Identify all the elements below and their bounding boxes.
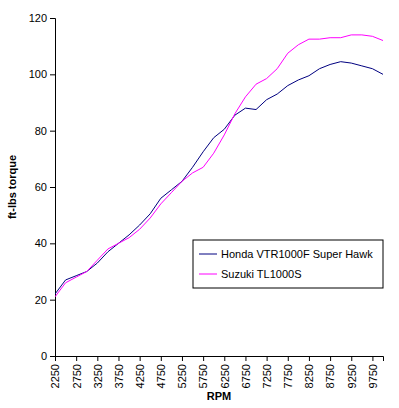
tick-mark xyxy=(50,300,55,301)
tick-label: 20 xyxy=(35,294,47,306)
tick-mark xyxy=(351,356,352,361)
tick-mark xyxy=(76,356,77,361)
tick-mark xyxy=(50,131,55,132)
tick-mark xyxy=(50,187,55,188)
tick-mark xyxy=(245,356,246,361)
tick-label: 7750 xyxy=(282,364,294,388)
tick-mark xyxy=(50,356,55,357)
tick-label: 9250 xyxy=(346,364,358,388)
x-axis-title: RPM xyxy=(207,390,231,402)
tick-label: 100 xyxy=(29,68,47,80)
legend-swatch xyxy=(199,274,217,275)
axis-line xyxy=(50,19,56,357)
tick: 3250 xyxy=(92,356,104,388)
tick-mark xyxy=(330,356,331,361)
tick-label: 8750 xyxy=(324,364,336,388)
plot-area xyxy=(55,35,383,297)
tick-mark xyxy=(267,356,268,361)
tick-label: 5750 xyxy=(197,364,209,388)
tick: 0 xyxy=(41,350,55,362)
tick: 80 xyxy=(35,125,55,137)
tick: 2750 xyxy=(71,356,83,388)
legend-box xyxy=(193,240,383,288)
tick-label: 6250 xyxy=(219,364,231,388)
tick-mark xyxy=(50,18,55,19)
tick-label: 40 xyxy=(35,237,47,249)
tick: 7250 xyxy=(261,356,273,388)
tick-mark xyxy=(224,356,225,361)
legend: Honda VTR1000F Super Hawk Suzuki TL1000S xyxy=(193,240,383,288)
tick-mark xyxy=(288,356,289,361)
tick: 5250 xyxy=(176,356,188,388)
tick: 60 xyxy=(35,181,55,193)
legend-label: Honda VTR1000F Super Hawk xyxy=(221,248,373,260)
tick: 40 xyxy=(35,237,55,249)
tick: 20 xyxy=(35,294,55,306)
tick: 3750 xyxy=(113,356,125,388)
tick: 4750 xyxy=(155,356,167,388)
tick-mark xyxy=(118,356,119,361)
tick: 7750 xyxy=(282,356,294,388)
tick-label: 0 xyxy=(41,350,47,362)
axis-line xyxy=(56,357,384,362)
tick-mark xyxy=(50,243,55,244)
tick: 8750 xyxy=(324,356,336,388)
tick-mark xyxy=(161,356,162,361)
tick: 8250 xyxy=(303,356,315,388)
tick-label: 120 xyxy=(29,12,47,24)
tick-label: 5250 xyxy=(176,364,188,388)
tick: 120 xyxy=(29,12,55,24)
tick-mark xyxy=(55,356,56,361)
tick-mark xyxy=(140,356,141,361)
tick-label: 8250 xyxy=(303,364,315,388)
legend-label: Suzuki TL1000S xyxy=(221,268,302,280)
tick: 100 xyxy=(29,68,55,80)
tick-label: 2750 xyxy=(71,364,83,388)
y-axis: 0 20 40 60 80 100 120 xyxy=(29,12,56,362)
tick: 4250 xyxy=(134,356,146,388)
series-line xyxy=(55,62,383,294)
y-axis-title: ft-lbs torque xyxy=(6,155,18,219)
tick-label: 9750 xyxy=(367,364,379,388)
tick: 6750 xyxy=(240,356,252,388)
tick-mark xyxy=(372,356,373,361)
tick-mark xyxy=(309,356,310,361)
tick-label: 4750 xyxy=(155,364,167,388)
tick-mark xyxy=(97,356,98,361)
tick-label: 3750 xyxy=(113,364,125,388)
tick-label: 4250 xyxy=(134,364,146,388)
tick-label: 2250 xyxy=(49,364,61,388)
tick: 9250 xyxy=(346,356,358,388)
tick: 5750 xyxy=(197,356,209,388)
tick-label: 6750 xyxy=(240,364,252,388)
chart: 0 20 40 60 80 100 120 2250 2750 3250 3750 4250 4750 5… xyxy=(0,0,399,408)
tick-mark xyxy=(203,356,204,361)
tick-mark xyxy=(182,356,183,361)
tick: 6250 xyxy=(219,356,231,388)
tick: 9750 xyxy=(367,356,379,388)
tick-label: 60 xyxy=(35,181,47,193)
tick-label: 7250 xyxy=(261,364,273,388)
x-axis: 2250 2750 3250 3750 4250 4750 5250 5750 6250 6750… xyxy=(49,356,383,388)
legend-swatch xyxy=(199,254,217,255)
tick-label: 3250 xyxy=(92,364,104,388)
series-line xyxy=(55,35,383,297)
tick-mark xyxy=(50,74,55,75)
tick-label: 80 xyxy=(35,125,47,137)
tick: 2250 xyxy=(49,356,61,388)
